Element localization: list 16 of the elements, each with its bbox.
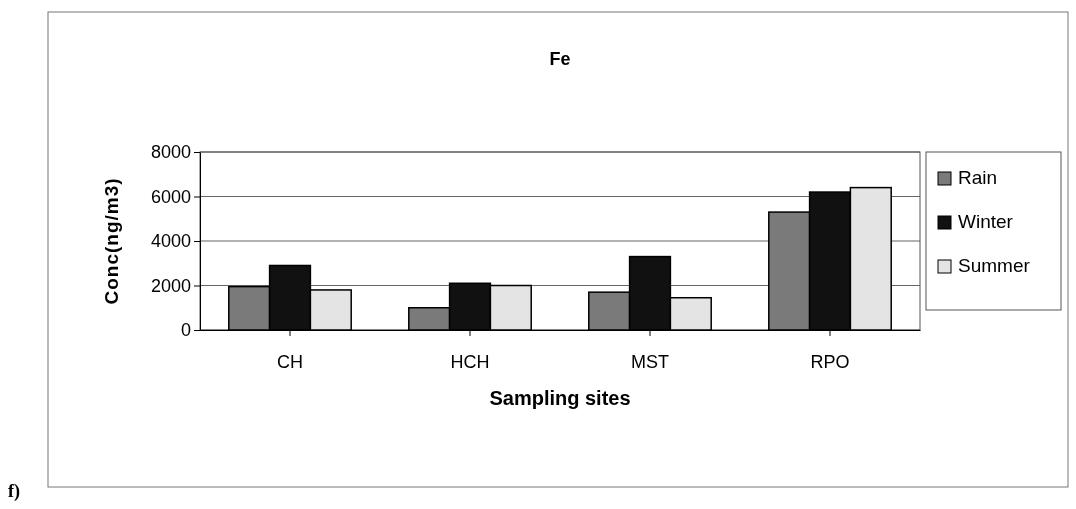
text: f) [8,481,20,502]
legend-label: Rain [958,167,998,188]
chart-title: Fe [549,49,571,69]
x-tick-label: MST [631,351,669,372]
x-tick-label: CH [277,351,303,372]
legend-label: Winter [958,211,1014,232]
y-axis-title: Conc(ng/m3) [101,177,122,305]
y-tick-label: 4000 [150,231,191,252]
x-tick-label: RPO [810,351,850,372]
legend-label: Summer [958,255,1031,276]
x-axis-title: Sampling sites [489,387,631,409]
y-tick-label: 8000 [150,142,191,163]
y-tick-label: 6000 [150,186,191,207]
y-tick-label: 2000 [150,275,191,296]
x-tick-label: HCH [450,351,490,372]
y-tick-label: 0 [180,320,191,341]
